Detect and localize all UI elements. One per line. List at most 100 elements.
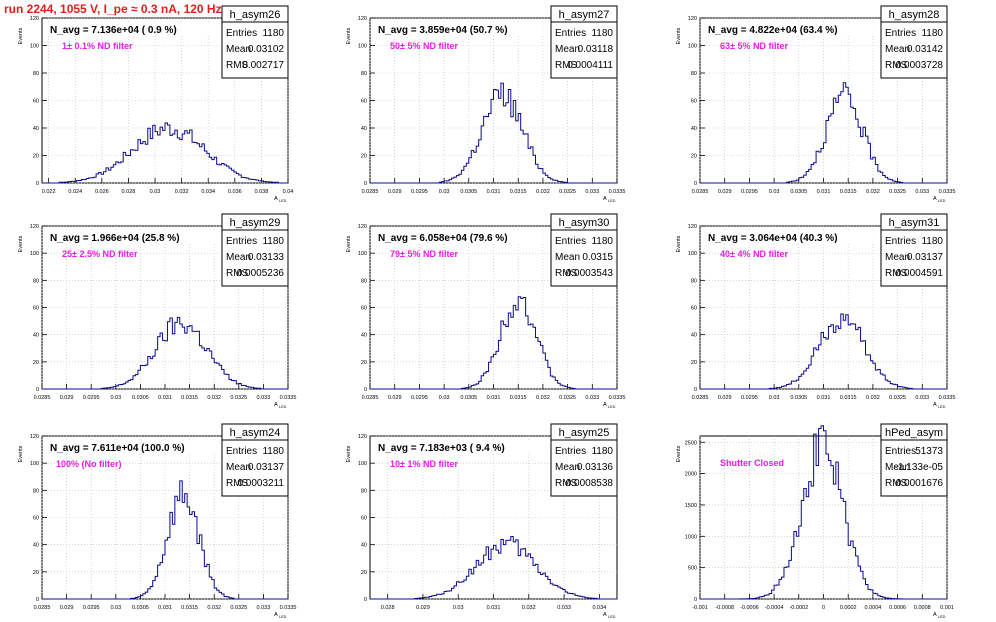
y-tick-label: 500 xyxy=(688,566,697,572)
y-tick-label: 20 xyxy=(33,570,39,576)
x-tick-label: 0.024 xyxy=(68,189,82,195)
x-tick-label: 0.03 xyxy=(150,189,161,195)
y-axis-label: Events xyxy=(676,235,682,252)
histogram-series xyxy=(700,425,947,600)
stats-value: 0.0005236 xyxy=(237,268,285,279)
stats-value: 0.03142 xyxy=(907,44,944,55)
stats-box xyxy=(550,213,618,287)
x-tick-label: 0.03 xyxy=(439,189,450,195)
y-tick-label: 100 xyxy=(358,44,367,50)
x-tick-label: 0.032 xyxy=(207,605,221,611)
histogram-series xyxy=(370,536,617,600)
y-tick-label: 80 xyxy=(691,71,697,77)
run-title: run 2244, 1055 V, I_pe ≈ 0.3 nA, 120 Hz xyxy=(4,2,222,16)
x-tick-label: 0.03 xyxy=(769,189,780,195)
stats-label: Mean xyxy=(226,462,251,473)
filter-annotation: 10± 1% ND filter xyxy=(390,459,458,469)
panel-h_asym29: 0.0285 0.029 0.0295 0.03 0.0305 0.031 0.0315 0.… xyxy=(18,213,296,409)
x-axis-label-sub: LED xyxy=(608,615,616,619)
panel-h_asym25: 0.028 0.029 0.03 0.031 0.032 0.033 0.034 0 20 40 6… xyxy=(346,423,618,619)
x-tick-label: 0.0325 xyxy=(230,605,247,611)
navg-box xyxy=(703,230,873,244)
x-tick-label: 0.0335 xyxy=(939,395,956,401)
x-tick-label: 0.029 xyxy=(416,605,430,611)
y-tick-label: 40 xyxy=(33,126,39,132)
stats-label: Entries xyxy=(555,446,586,457)
x-axis-label: A xyxy=(274,196,278,202)
x-tick-label: 0.029 xyxy=(60,395,74,401)
x-tick-label: 0.033 xyxy=(257,395,271,401)
x-axis-label-sub: LED xyxy=(608,199,616,203)
y-tick-label: 60 xyxy=(361,99,367,105)
stats-value: 0.03137 xyxy=(907,252,944,263)
stats-label: RMS xyxy=(226,60,249,71)
stats-value: 0.0004111 xyxy=(567,60,613,71)
x-axis-label-sub: LED xyxy=(938,615,946,619)
x-tick-label: 0.028 xyxy=(381,605,395,611)
histogram-series xyxy=(370,296,617,390)
stats-box xyxy=(880,5,948,79)
x-tick-label: 0.032 xyxy=(175,189,189,195)
stats-label: RMS xyxy=(226,478,249,489)
y-tick-label: 0 xyxy=(364,387,367,393)
x-tick-label: 0.03 xyxy=(110,605,121,611)
x-tick-label: 0.0325 xyxy=(230,395,247,401)
stats-value: 0.03137 xyxy=(248,462,285,473)
x-tick-label: 0.0285 xyxy=(34,605,51,611)
x-tick-label: 0.031 xyxy=(487,395,501,401)
y-tick-label: 60 xyxy=(33,99,39,105)
stats-label: Entries xyxy=(555,236,586,247)
stats-value: 0.0003543 xyxy=(566,268,614,279)
histogram-series xyxy=(42,122,288,184)
stats-label: Mean xyxy=(885,462,910,473)
x-tick-label: 0.04 xyxy=(283,189,294,195)
y-axis-label: Events xyxy=(346,235,352,252)
x-tick-label: 0.032 xyxy=(536,395,550,401)
x-tick-label: 0.0285 xyxy=(362,395,379,401)
stats-label: RMS xyxy=(555,478,578,489)
stats-label: RMS xyxy=(885,478,908,489)
x-tick-label: 0.0295 xyxy=(83,605,100,611)
x-tick-label: -0.001 xyxy=(692,605,708,611)
y-tick-label: 60 xyxy=(361,516,367,522)
panel-h_asym30: 0.0285 0.029 0.0295 0.03 0.0305 0.031 0.0315 0.… xyxy=(346,213,625,409)
stats-label: RMS xyxy=(555,60,578,71)
x-tick-label: 0.0002 xyxy=(840,605,857,611)
filter-annotation: Shutter Closed xyxy=(720,458,784,468)
x-tick-label: 0.0315 xyxy=(840,189,857,195)
x-axis-label: A xyxy=(603,612,607,618)
y-tick-label: 60 xyxy=(691,306,697,312)
y-tick-label: 60 xyxy=(691,99,697,105)
y-axis-label: Events xyxy=(18,27,24,44)
x-tick-label: -0.0006 xyxy=(740,605,759,611)
x-tick-label: -0.0002 xyxy=(789,605,808,611)
x-tick-label: 0.0335 xyxy=(939,189,956,195)
x-tick-label: 0.028 xyxy=(122,189,136,195)
stats-value: 0.0004591 xyxy=(896,268,944,279)
stats-label: Entries xyxy=(226,446,257,457)
y-tick-label: 20 xyxy=(691,154,697,160)
stats-box xyxy=(880,213,948,287)
panel-h_asym24: 0.0285 0.029 0.0295 0.03 0.0305 0.031 0.0315 0.… xyxy=(18,423,296,619)
y-tick-label: 0 xyxy=(364,181,367,187)
y-tick-label: 60 xyxy=(33,516,39,522)
panel-hPed_asym: -0.001 -0.0008 -0.0006 -0.0004 -0.0002 0 0.000… xyxy=(676,423,954,619)
y-tick-label: 0 xyxy=(694,181,697,187)
stats-value: 0.03102 xyxy=(248,44,285,55)
stats-box xyxy=(550,423,618,497)
stats-label: Entries xyxy=(226,28,257,39)
stats-label: RMS xyxy=(885,268,908,279)
x-tick-label: 0.0335 xyxy=(609,189,626,195)
x-tick-label: 0.032 xyxy=(866,395,880,401)
x-tick-label: 0.033 xyxy=(915,395,929,401)
histogram-series xyxy=(42,480,288,600)
stats-label: Entries xyxy=(885,446,916,457)
y-tick-label: 20 xyxy=(361,360,367,366)
panel-h_asym28: 0.0285 0.029 0.0295 0.03 0.0305 0.031 0.0315 0.… xyxy=(676,5,956,203)
x-tick-label: 0.0325 xyxy=(889,189,906,195)
stats-value: 1180 xyxy=(591,28,613,39)
stats-value: 1180 xyxy=(921,28,943,39)
y-axis-label: Events xyxy=(676,27,682,44)
y-tick-label: 40 xyxy=(361,333,367,339)
stats-value: 0.002717 xyxy=(242,60,284,71)
